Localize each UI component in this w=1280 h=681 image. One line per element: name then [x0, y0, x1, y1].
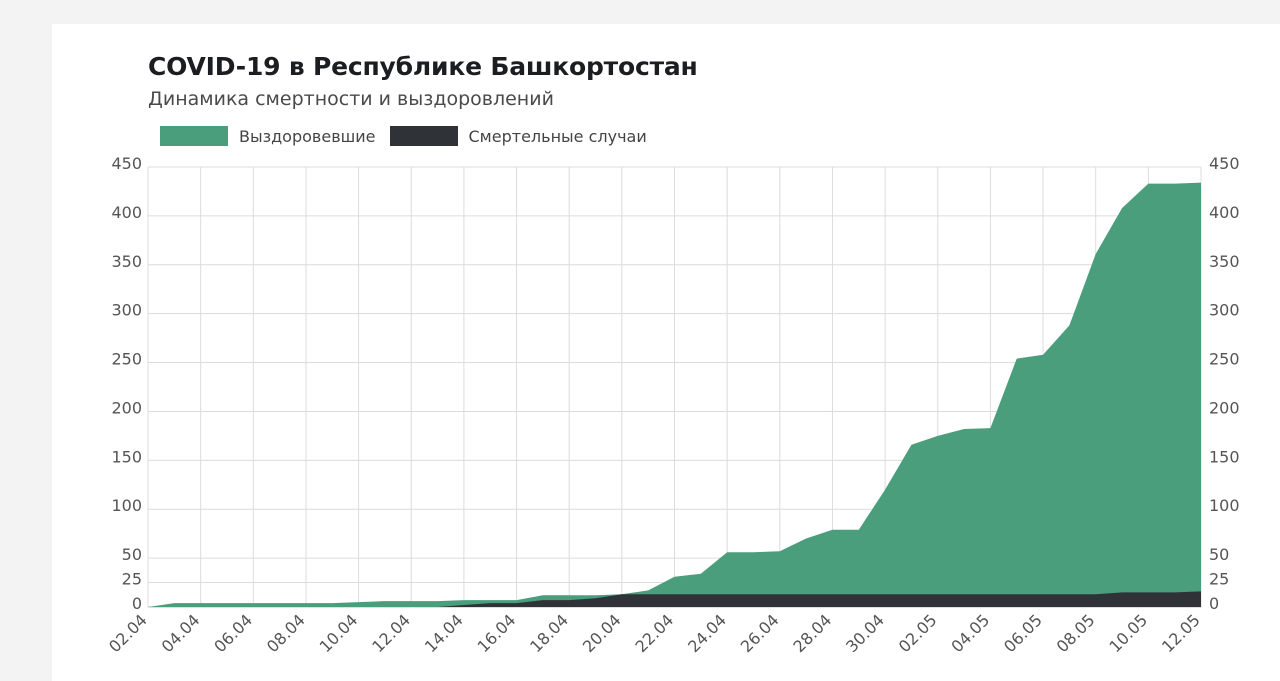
y-tick-label-right: 200	[1209, 398, 1240, 417]
y-tick-label-right: 400	[1209, 203, 1240, 222]
x-tick-label: 10.05	[1105, 610, 1151, 656]
y-tick-label-right: 100	[1209, 496, 1240, 515]
y-axis-right: 0 25 50 100 150 200 250 300 350 400 450	[1209, 154, 1240, 613]
y-tick-label: 300	[111, 301, 142, 320]
chart-title: COVID-19 в Республике Башкортостан	[148, 52, 698, 81]
y-tick-label: 450	[111, 154, 142, 173]
y-tick-label-right: 250	[1209, 350, 1240, 369]
y-tick-label: 200	[111, 398, 142, 417]
y-tick-label-right: 0	[1209, 594, 1219, 613]
x-tick-label: 04.05	[947, 610, 993, 656]
y-tick-label-right: 25	[1209, 570, 1229, 589]
area-deaths	[148, 591, 1201, 607]
x-tick-label: 10.04	[316, 610, 362, 656]
y-tick-label: 100	[111, 496, 142, 515]
y-tick-label: 25	[122, 570, 142, 589]
y-axis-left: 0 25 50 100 150 200 250 300 350 400 450	[111, 154, 142, 613]
x-tick-label: 18.04	[526, 610, 572, 656]
legend-swatch-recovered	[160, 126, 228, 146]
x-tick-label: 04.04	[158, 610, 204, 656]
legend-label-deaths: Смертельные случаи	[468, 126, 647, 146]
x-tick-label: 02.05	[895, 610, 941, 656]
y-tick-label-right: 450	[1209, 154, 1240, 173]
y-tick-label: 150	[111, 447, 142, 466]
x-tick-label: 22.04	[631, 610, 677, 656]
y-tick-label: 50	[122, 545, 142, 564]
legend-item-deaths[interactable]: Смертельные случаи	[389, 126, 647, 146]
y-tick-label: 400	[111, 203, 142, 222]
x-tick-label: 24.04	[684, 610, 730, 656]
area-recovered	[148, 182, 1201, 607]
x-tick-label: 12.04	[368, 610, 414, 656]
y-tick-label-right: 150	[1209, 447, 1240, 466]
x-tick-label: 06.04	[210, 610, 256, 656]
y-tick-label-right: 300	[1209, 301, 1240, 320]
x-tick-label: 26.04	[737, 610, 783, 656]
y-tick-label-right: 50	[1209, 545, 1229, 564]
x-tick-label: 02.04	[105, 610, 151, 656]
y-tick-label: 350	[111, 252, 142, 271]
x-tick-label: 08.05	[1053, 610, 1099, 656]
x-tick-label: 06.05	[1000, 610, 1046, 656]
x-tick-label: 08.04	[263, 610, 309, 656]
legend-label-recovered: Выздоровевшие	[239, 126, 376, 146]
x-axis: 02.04 04.04 06.04 08.04 10.04 12.04 14.04 16.04…	[105, 610, 1204, 656]
y-tick-label: 0	[132, 594, 142, 613]
x-tick-label: 20.04	[579, 610, 625, 656]
legend-swatch-deaths	[389, 126, 458, 146]
x-tick-label: 28.04	[789, 610, 835, 656]
chart-areas	[148, 182, 1201, 607]
x-tick-label: 12.05	[1158, 610, 1204, 656]
legend-item-recovered[interactable]: Выздоровевшие	[160, 126, 376, 146]
x-tick-label: 14.04	[421, 610, 467, 656]
y-tick-label-right: 350	[1209, 252, 1240, 271]
chart-legend: Выздоровевшие Смертельные случаи	[160, 126, 661, 146]
chart-subtitle: Динамика смертности и выздоровлений	[148, 88, 554, 110]
x-tick-label: 30.04	[842, 610, 888, 656]
x-tick-label: 16.04	[474, 610, 520, 656]
y-tick-label: 250	[111, 350, 142, 369]
